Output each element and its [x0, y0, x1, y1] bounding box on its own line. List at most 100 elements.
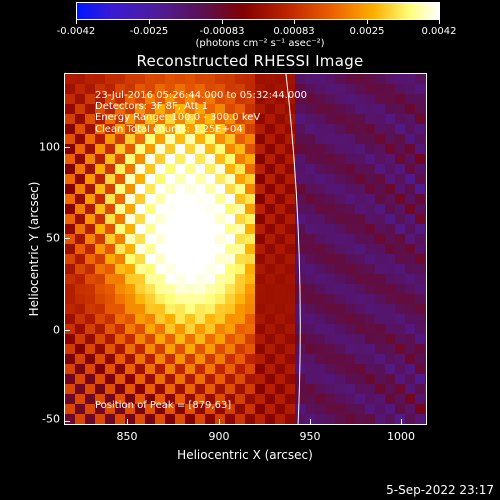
image-pixel: [145, 394, 155, 404]
image-pixel: [325, 84, 335, 94]
image-pixel: [305, 374, 315, 384]
image-pixel: [385, 254, 395, 264]
image-pixel: [355, 194, 365, 204]
image-pixel: [135, 124, 145, 134]
image-pixel: [105, 424, 115, 425]
image-pixel: [265, 164, 275, 174]
image-pixel: [365, 94, 375, 104]
image-pixel: [365, 394, 375, 404]
image-pixel: [235, 94, 245, 104]
image-pixel: [225, 154, 235, 164]
image-pixel: [155, 364, 165, 374]
x-axis-label: Heliocentric X (arcsec): [177, 448, 313, 462]
image-pixel: [405, 414, 415, 424]
image-pixel: [345, 314, 355, 324]
image-pixel: [295, 424, 305, 425]
image-pixel: [265, 264, 275, 274]
image-pixel: [165, 284, 175, 294]
image-pixel: [335, 214, 345, 224]
image-pixel: [365, 194, 375, 204]
image-pixel: [205, 194, 215, 204]
image-pixel: [425, 174, 426, 184]
image-pixel: [395, 124, 405, 134]
image-pixel: [415, 174, 425, 184]
image-pixel: [155, 354, 165, 364]
image-pixel: [85, 364, 95, 374]
image-pixel: [75, 284, 85, 294]
image-pixel: [355, 264, 365, 274]
image-pixel: [325, 124, 335, 134]
image-pixel: [245, 184, 255, 194]
image-pixel: [355, 124, 365, 134]
image-pixel: [95, 174, 105, 184]
image-pixel: [95, 164, 105, 174]
image-pixel: [265, 204, 275, 214]
image-pixel: [375, 214, 385, 224]
x-tick-label: 850: [116, 430, 138, 443]
image-pixel: [185, 424, 195, 425]
image-pixel: [295, 394, 305, 404]
image-pixel: [135, 194, 145, 204]
image-pixel: [315, 274, 325, 284]
image-pixel: [335, 364, 345, 374]
image-pixel: [95, 284, 105, 294]
image-pixel: [275, 134, 285, 144]
image-pixel: [405, 384, 415, 394]
image-pixel: [275, 254, 285, 264]
image-pixel: [235, 324, 245, 334]
image-pixel: [125, 134, 135, 144]
y-tickmark: [64, 238, 70, 239]
image-pixel: [145, 304, 155, 314]
image-pixel: [395, 154, 405, 164]
image-pixel: [95, 154, 105, 164]
image-pixel: [65, 384, 75, 394]
image-pixel: [145, 244, 155, 254]
image-pixel: [335, 424, 345, 425]
image-pixel: [105, 334, 115, 344]
image-pixel: [305, 324, 315, 334]
image-pixel: [205, 264, 215, 274]
image-pixel: [85, 394, 95, 404]
image-pixel: [305, 214, 315, 224]
image-pixel: [85, 344, 95, 354]
image-pixel: [185, 384, 195, 394]
image-pixel: [135, 144, 145, 154]
image-pixel: [305, 104, 315, 114]
image-pixel: [235, 364, 245, 374]
image-pixel: [125, 314, 135, 324]
image-pixel: [385, 304, 395, 314]
image-pixel: [105, 214, 115, 224]
image-pixel: [215, 314, 225, 324]
image-pixel: [185, 294, 195, 304]
image-pixel: [205, 214, 215, 224]
image-pixel: [215, 104, 225, 114]
image-pixel: [115, 274, 125, 284]
image-pixel: [315, 404, 325, 414]
image-pixel: [325, 234, 335, 244]
image-pixel: [125, 154, 135, 164]
image-pixel: [405, 254, 415, 264]
image-pixel: [125, 374, 135, 384]
image-pixel: [375, 324, 385, 334]
image-pixel: [375, 414, 385, 424]
image-pixel: [225, 114, 235, 124]
image-pixel: [415, 234, 425, 244]
image-pixel: [425, 364, 426, 374]
image-pixel: [125, 114, 135, 124]
image-pixel: [215, 334, 225, 344]
image-pixel: [335, 164, 345, 174]
image-pixel: [95, 414, 105, 424]
image-pixel: [425, 94, 426, 104]
image-pixel: [275, 224, 285, 234]
image-pixel: [315, 334, 325, 344]
image-pixel: [415, 414, 425, 424]
image-pixel: [165, 304, 175, 314]
image-pixel: [235, 314, 245, 324]
image-pixel: [75, 364, 85, 374]
image-pixel: [195, 234, 205, 244]
image-pixel: [425, 244, 426, 254]
image-pixel: [385, 374, 395, 384]
image-pixel: [135, 364, 145, 374]
image-pixel: [385, 104, 395, 114]
image-pixel: [365, 114, 375, 124]
